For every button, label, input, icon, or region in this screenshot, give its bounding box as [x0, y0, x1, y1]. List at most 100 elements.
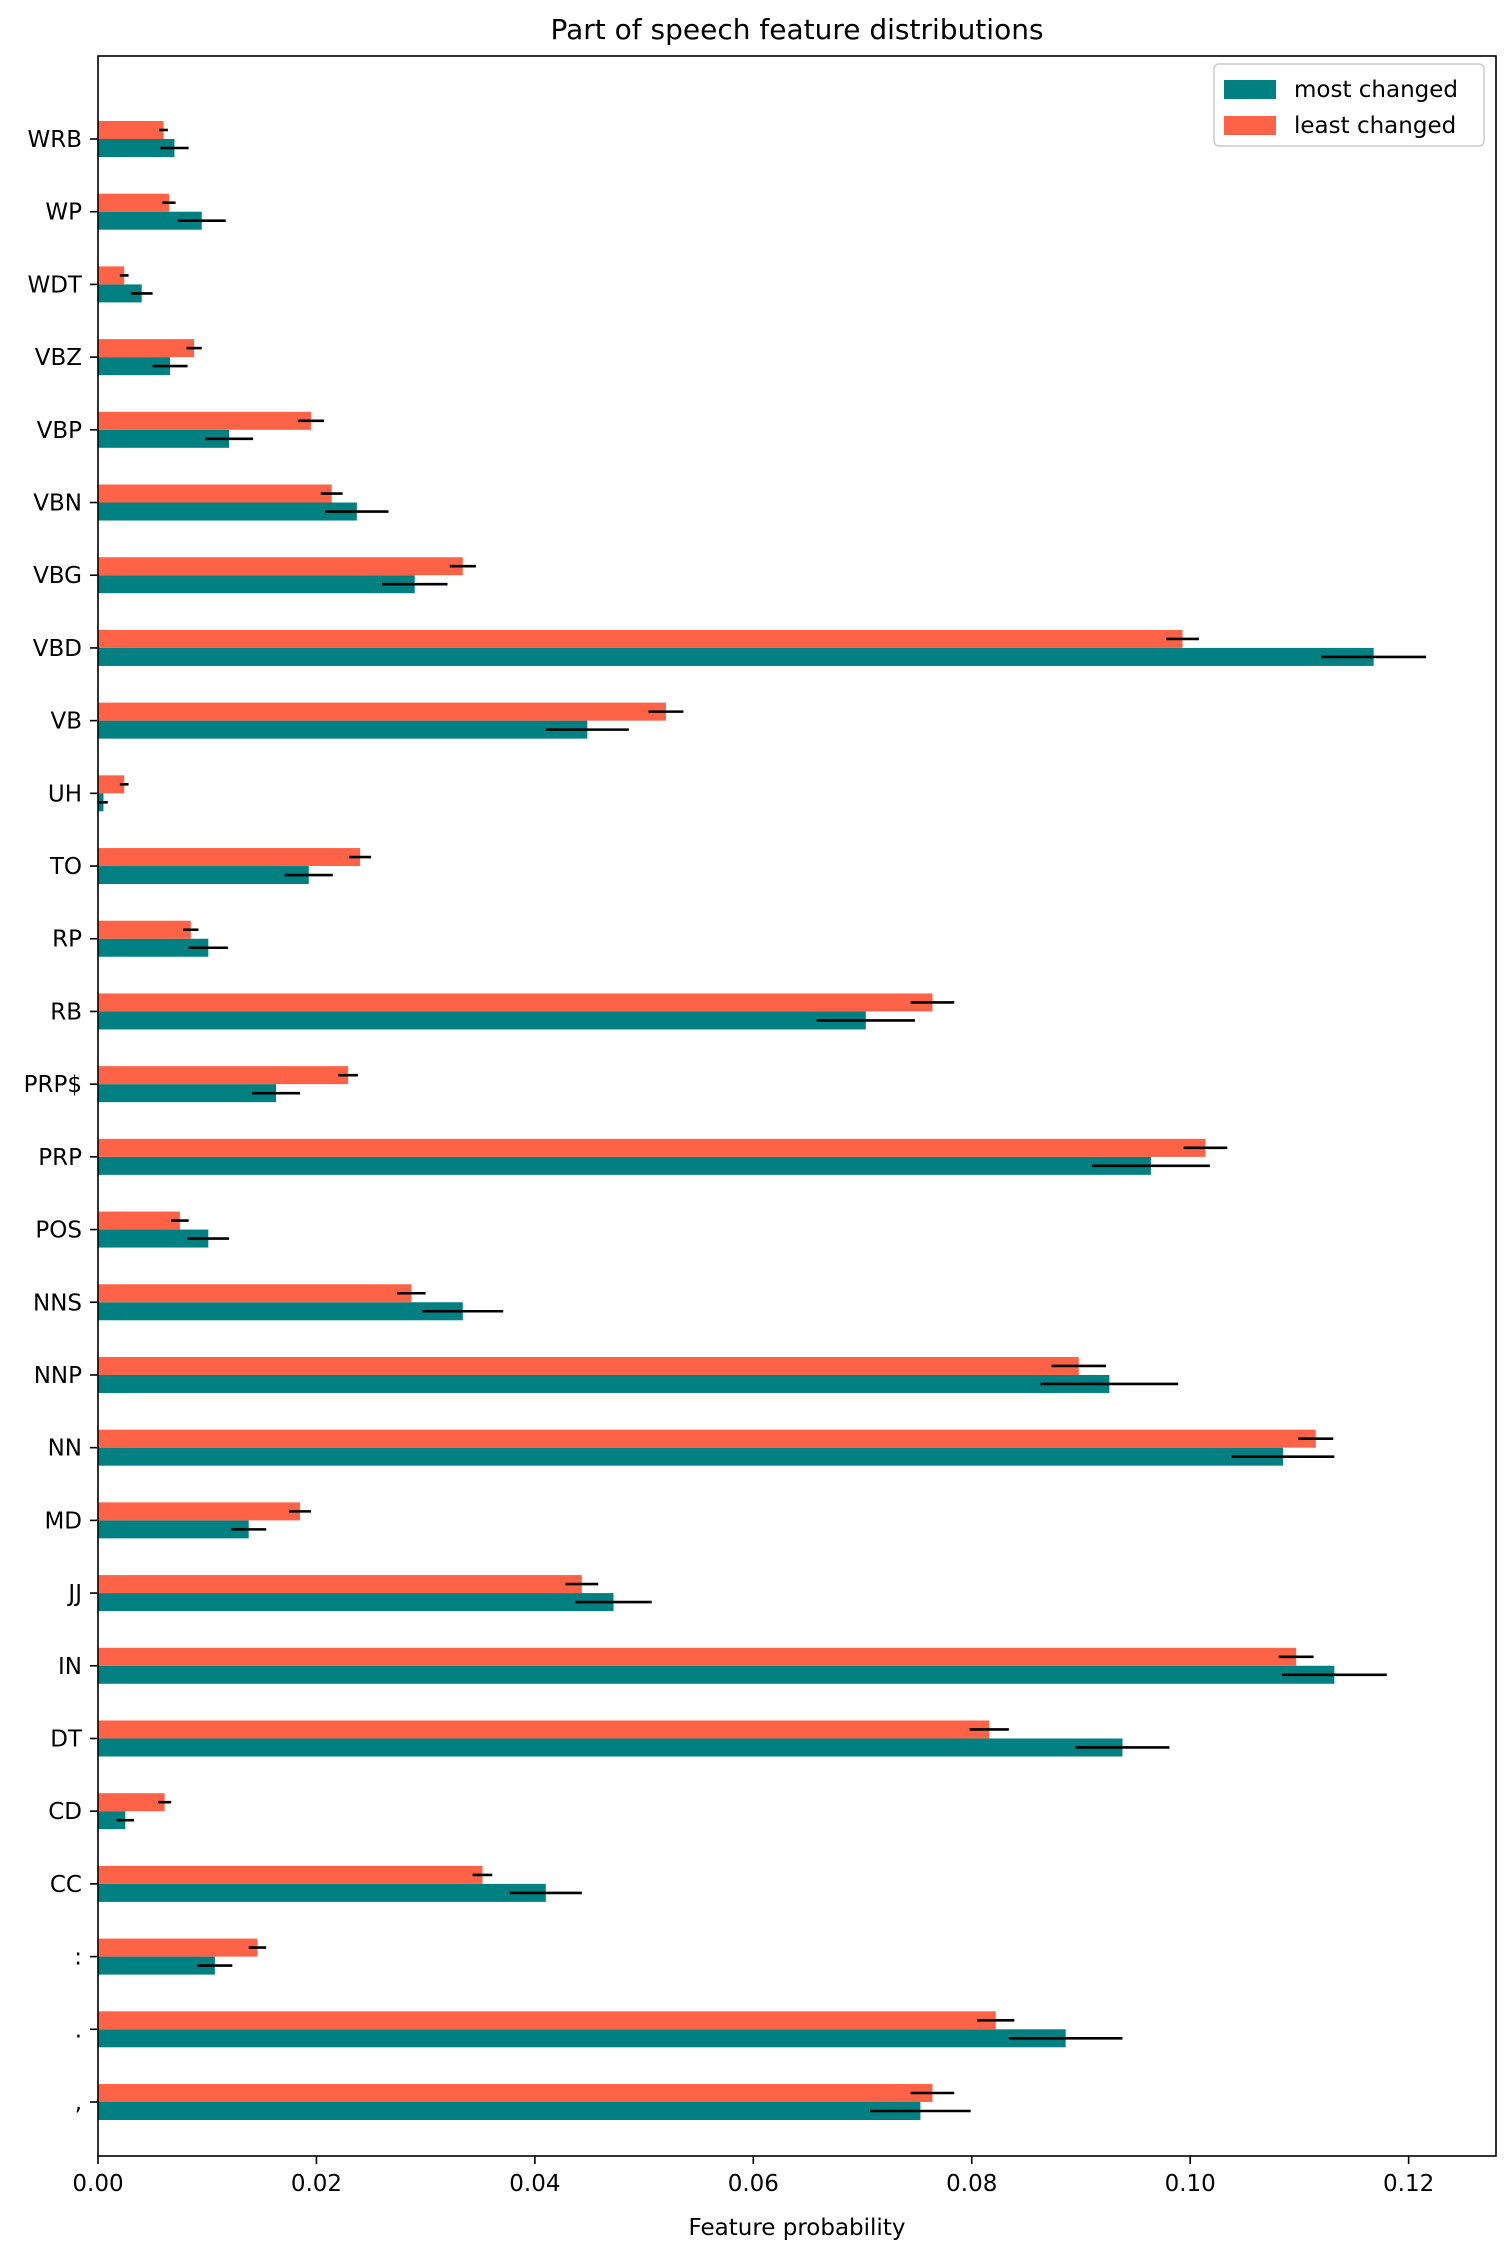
bar-most-changed-21 [98, 575, 415, 594]
bar-least-changed-17 [98, 848, 361, 867]
bar-most-changed-10 [98, 1374, 1110, 1393]
bar-most-changed-4 [98, 1811, 126, 1830]
bar-most-changed-25 [98, 284, 142, 303]
bar-least-changed-7 [98, 1575, 582, 1594]
bar-most-changed-19 [98, 720, 588, 739]
y-tick-label: NNP [34, 1363, 82, 1389]
y-tick-label: IN [58, 1654, 82, 1680]
bar-least-changed-25 [98, 266, 125, 285]
y-tick-label: WP [45, 200, 82, 226]
bar-least-changed-27 [98, 121, 164, 139]
bar-most-changed-23 [98, 429, 230, 448]
bar-least-changed-19 [98, 702, 666, 721]
x-tick-label: 0.00 [72, 2171, 123, 2197]
bar-most-changed-6 [98, 1665, 1335, 1684]
bar-least-changed-0 [98, 2084, 933, 2102]
y-tick-label: VBP [37, 418, 83, 444]
bar-least-changed-6 [98, 1647, 1297, 1666]
y-tick-label: WRB [27, 127, 82, 153]
bar-least-changed-13 [98, 1138, 1206, 1157]
bar-least-changed-14 [98, 1066, 349, 1085]
y-tick-label: VB [50, 709, 82, 735]
y-tick-label: DT [50, 1726, 83, 1752]
error-bars-layer [99, 128, 1427, 2113]
bar-most-changed-20 [98, 647, 1374, 666]
bar-most-changed-9 [98, 1447, 1284, 1466]
y-tick-label: CD [48, 1799, 82, 1825]
plot-area-frame [97, 55, 1497, 2157]
x-tick-label: 0.04 [509, 2171, 560, 2197]
bar-least-changed-11 [98, 1284, 412, 1303]
bar-most-changed-13 [98, 1156, 1151, 1175]
bar-least-changed-18 [98, 775, 125, 794]
bar-most-changed-27 [98, 139, 175, 157]
bar-most-changed-3 [98, 1883, 546, 1902]
x-axis: 0.00 0.02 0.04 0.06 0.08 0.10 0.12 [72, 2156, 1434, 2197]
bar-least-changed-23 [98, 411, 311, 430]
y-tick-label: , [75, 2090, 82, 2116]
y-tick-label: VBG [33, 563, 82, 589]
bar-most-changed-7 [98, 1593, 614, 1612]
y-tick-label: MD [44, 1508, 82, 1534]
bar-most-changed-8 [98, 1520, 249, 1539]
y-tick-label: VBZ [35, 345, 82, 371]
bar-least-changed-10 [98, 1356, 1079, 1375]
y-axis: ,.: CC CD DT IN JJ MD NN NNP NNS POS PRP PRP$ RB RP TO U… [24, 127, 98, 2116]
bar-most-changed-22 [98, 502, 357, 521]
x-tick-label: 0.12 [1383, 2171, 1434, 2197]
y-tick-label: : [74, 1945, 82, 1971]
legend-swatch-most-changed [1224, 80, 1276, 99]
bar-least-changed-21 [98, 557, 463, 576]
x-axis-label: Feature probability [689, 2215, 906, 2241]
y-tick-label: VBD [33, 636, 82, 662]
y-tick-label: WDT [27, 272, 82, 298]
bar-most-changed-5 [98, 1738, 1123, 1757]
chart-title: Part of speech feature distributions [550, 13, 1043, 46]
bar-most-changed-15 [98, 1011, 866, 1030]
bar-least-changed-24 [98, 339, 195, 358]
bar-least-changed-16 [98, 920, 191, 939]
y-tick-label: RP [52, 927, 82, 953]
bar-most-changed-11 [98, 1302, 463, 1321]
legend: most changed least changed [1213, 63, 1485, 147]
bar-least-changed-12 [98, 1211, 180, 1230]
bar-least-changed-3 [98, 1865, 483, 1884]
bar-least-changed-22 [98, 484, 332, 503]
legend-swatch-least-changed [1224, 116, 1276, 135]
bar-most-changed-12 [98, 1229, 209, 1248]
bar-least-changed-1 [98, 2011, 996, 2030]
bar-least-changed-20 [98, 629, 1183, 648]
x-tick-label: 0.06 [728, 2171, 779, 2197]
bar-most-changed-2 [98, 1956, 215, 1975]
bar-most-changed-16 [98, 938, 209, 957]
y-tick-label: . [75, 2017, 82, 2043]
y-tick-label: NN [48, 1436, 82, 1462]
bars-layer [98, 121, 1374, 2120]
y-tick-label: NNS [33, 1290, 82, 1316]
y-tick-label: RB [50, 999, 82, 1025]
bar-most-changed-24 [98, 357, 171, 376]
y-tick-label: JJ [66, 1581, 82, 1607]
x-tick-label: 0.02 [291, 2171, 342, 2197]
x-tick-label: 0.08 [946, 2171, 997, 2197]
bar-least-changed-26 [98, 193, 169, 212]
legend-box [1213, 63, 1485, 147]
bar-least-changed-2 [98, 1938, 258, 1957]
bar-least-changed-15 [98, 993, 933, 1012]
legend-label-least-changed: least changed [1294, 113, 1456, 139]
y-tick-label: CC [50, 1872, 82, 1898]
bar-least-changed-5 [98, 1720, 990, 1739]
x-tick-label: 0.10 [1165, 2171, 1216, 2197]
y-tick-label: PRP [38, 1145, 82, 1171]
bar-most-changed-17 [98, 866, 309, 885]
y-tick-label: UH [48, 781, 82, 807]
y-tick-label: PRP$ [24, 1072, 82, 1098]
bar-most-changed-26 [98, 211, 202, 230]
bar-most-changed-14 [98, 1084, 277, 1103]
legend-label-most-changed: most changed [1294, 77, 1458, 103]
bar-least-changed-8 [98, 1502, 301, 1521]
bar-least-changed-9 [98, 1429, 1316, 1448]
bar-most-changed-0 [98, 2102, 921, 2120]
